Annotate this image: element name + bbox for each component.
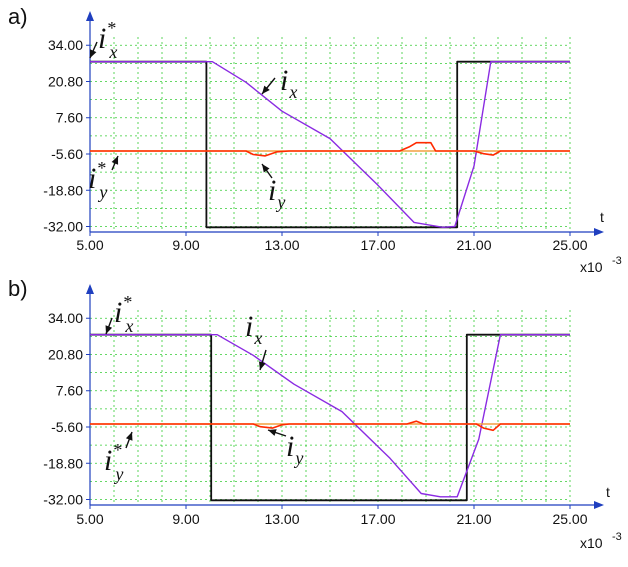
annotation-iy-base: i [268,174,276,207]
x-tick-label: 21.00 [456,237,491,253]
series-line-ix [90,61,570,228]
x-axis-multiplier: x10 [580,535,603,551]
panel-a: a) 34.00 20.80 7.60 -5.60 -18.80 -32.00 5.00 9.0… [8,4,622,275]
annotation-iy: iy [286,430,303,468]
annotation-iy-ref-sup: * [113,440,122,460]
y-tick-label: 20.80 [48,346,83,362]
x-tick-label: 5.00 [76,511,103,527]
annotation-ix-arrow-head [262,85,270,94]
annotation-iy: iy [268,174,285,212]
annotation-iy-sub: y [293,448,303,468]
annotation-ix-ref-sup: * [107,18,116,38]
annotation-ix-ref-arrow-head [90,49,97,58]
panel-label: b) [8,276,28,301]
annotation-ix-base: i [245,310,253,343]
x-tick-label: 17.00 [360,511,395,527]
annotation-iy-ref-sub: y [97,182,107,202]
annotation-ix-ref-base: i [114,296,122,329]
y-tick-label: -18.80 [43,182,83,198]
annotation-ix-ref: i* x [114,292,133,336]
x-axis-arrowhead [594,228,604,236]
panel-b: b) 34.00 20.80 7.60 -5.60 -18.80 -32.00 5.00 9.0… [8,276,622,551]
annotation-ix-sub: x [288,82,297,102]
annotation-iy-ref-arrow-head [111,156,119,165]
annotation-ix-base: i [280,64,288,97]
annotation-ix-ref-sub: x [108,42,117,62]
grid [89,37,571,232]
x-tick-label: 25.00 [552,511,587,527]
annotation-iy-ref-sup: * [97,158,106,178]
y-axis-arrowhead [86,11,94,21]
x-tick-label: 9.00 [172,511,199,527]
x-tick-label: 25.00 [552,237,587,253]
y-tick-label: 20.80 [48,73,83,89]
annotation-iy-ref: i* y [104,440,123,484]
axes: 34.00 20.80 7.60 -5.60 -18.80 -32.00 5.00 9.00 1… [43,284,622,551]
x-tick-label: 21.00 [456,511,491,527]
annotation-ix-sub: x [253,328,262,348]
y-tick-label: -32.00 [43,492,83,508]
annotation-iy-sub: y [275,192,285,212]
x-axis-multiplier: x10 [580,259,603,275]
annotation-iy-ref-sub: y [113,464,123,484]
grid [89,310,571,505]
series-group [90,333,570,502]
x-axis-label: t [606,484,610,500]
x-axis-exponent: -3 [612,531,622,543]
y-tick-label: 34.00 [48,37,83,53]
y-tick-label: 7.60 [56,383,83,399]
annotation-iy-ref: i* y [88,158,107,202]
panel-label: a) [8,4,28,29]
axes: 34.00 20.80 7.60 -5.60 -18.80 -32.00 5.00 9.00 1… [43,11,622,275]
x-axis-label: t [600,209,604,225]
annotation-ix-ref: i* x [98,18,117,62]
y-axis-arrowhead [86,284,94,294]
annotation-iy-arrow-head [262,164,270,173]
series-line-ix [90,334,570,498]
annotation-ix-ref-arrow-head [105,325,113,334]
annotation-iy-ref-arrow-head [125,432,133,441]
y-tick-label: 7.60 [56,110,83,126]
annotation-iy-ref-base: i [104,444,112,477]
annotation-ix-ref-sup: * [123,292,132,312]
y-tick-label: -18.80 [43,455,83,471]
y-tick-label: -5.60 [51,419,83,435]
x-tick-label: 9.00 [172,237,199,253]
x-tick-label: 17.00 [360,237,395,253]
annotation-iy-ref-base: i [88,162,96,195]
x-axis-exponent: -3 [612,255,622,267]
annotation-iy-base: i [286,430,294,463]
series-group [90,60,570,229]
annotation-ix-arrow-head [258,361,266,370]
x-axis-arrowhead [594,501,604,509]
annotation-ix-ref-sub: x [124,316,133,336]
series-line-iy [90,420,570,432]
x-tick-label: 5.00 [76,237,103,253]
y-tick-label: -5.60 [51,146,83,162]
annotation-ix: ix [245,310,262,348]
annotation-ix-ref-base: i [98,22,106,55]
annotation-ix: ix [280,64,297,102]
y-tick-label: 34.00 [48,310,83,326]
x-tick-label: 13.00 [264,237,299,253]
annotation-iy-arrow-head [268,429,277,436]
series-line-iy [90,141,570,157]
x-tick-label: 13.00 [264,511,299,527]
y-tick-label: -32.00 [43,219,83,235]
